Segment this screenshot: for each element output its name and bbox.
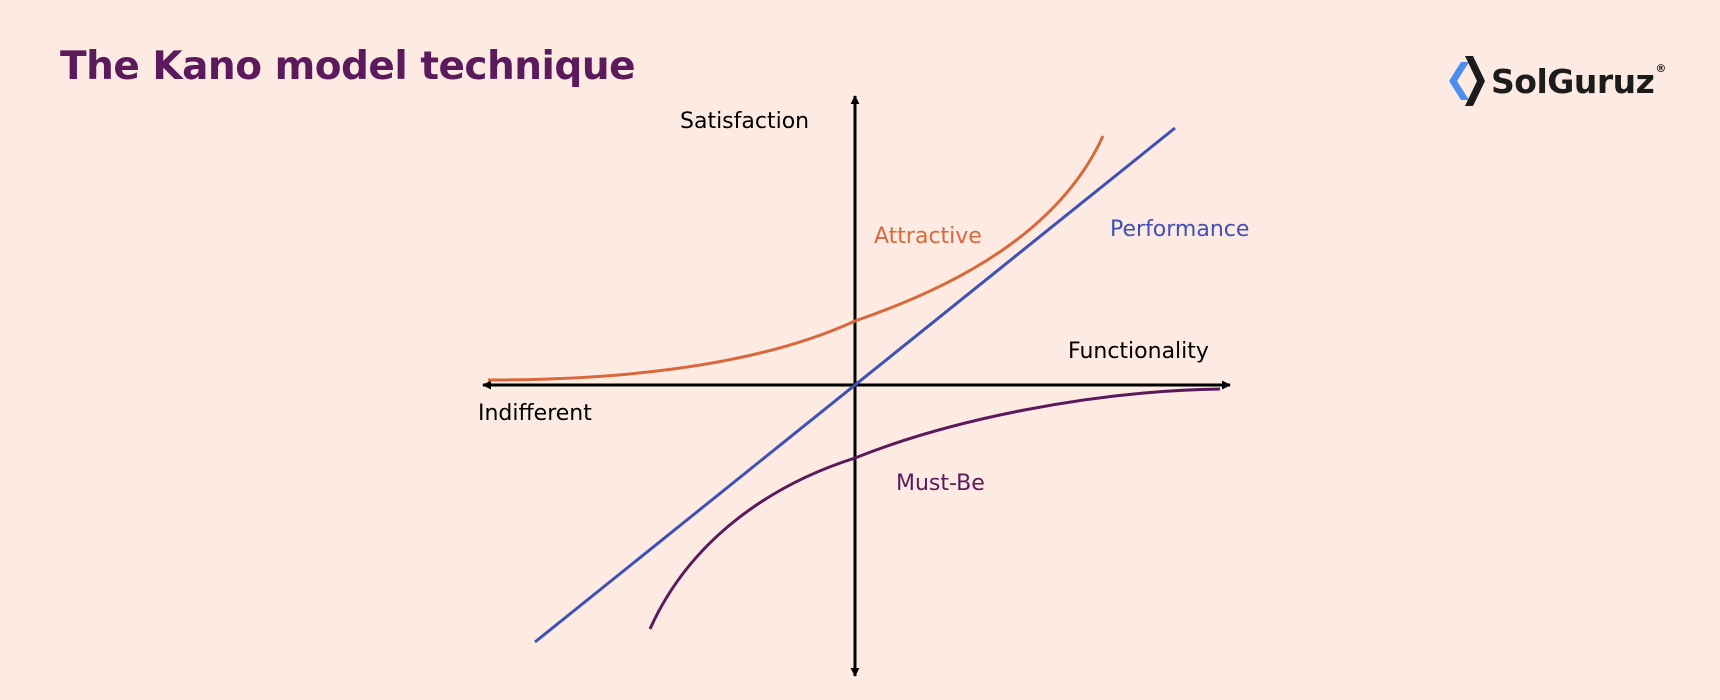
performance-label: Performance [1110, 217, 1249, 242]
attractive-curve [487, 135, 1105, 382]
page-title: The Kano model technique [60, 44, 636, 89]
attractive-label: Attractive [874, 224, 982, 249]
functionality-label: Functionality [1068, 339, 1209, 364]
solguruz-chevron-icon [1449, 56, 1485, 106]
brand-name: SolGuruz [1491, 61, 1655, 101]
must-be-label: Must-Be [896, 471, 985, 496]
must-be-curve [648, 387, 1221, 630]
registered-mark: ® [1655, 61, 1667, 75]
performance-line [534, 126, 1176, 644]
indifferent-label: Indifferent [478, 401, 592, 426]
brand-logo: SolGuruz ® [1447, 52, 1666, 110]
satisfaction-label: Satisfaction [680, 109, 809, 134]
